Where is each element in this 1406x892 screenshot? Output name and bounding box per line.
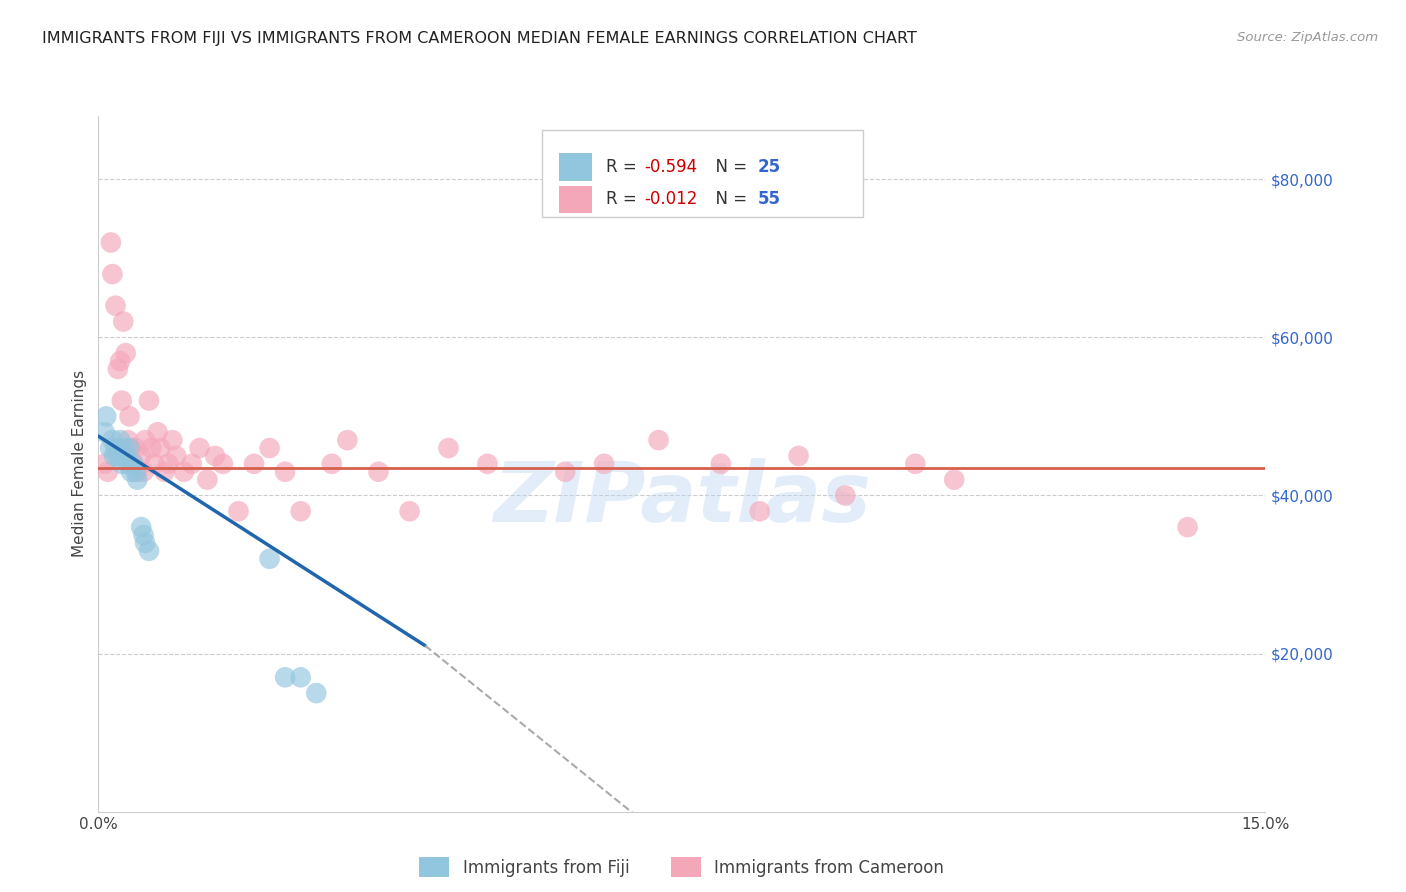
Point (111, 457, 134, 471)
Text: IMMIGRANTS FROM FIJI VS IMMIGRANTS FROM CAMEROON MEDIAN FEMALE EARNINGS CORRELAT: IMMIGRANTS FROM FIJI VS IMMIGRANTS FROM … (42, 31, 917, 46)
Point (710, 457, 733, 471)
Text: -0.594: -0.594 (644, 158, 697, 177)
Point (97, 465, 120, 479)
Point (243, 457, 266, 471)
Text: N =: N = (706, 158, 752, 177)
Point (336, 433, 359, 447)
Point (117, 457, 139, 471)
Point (107, 449, 129, 463)
Point (173, 465, 195, 479)
Point (437, 441, 460, 455)
FancyBboxPatch shape (560, 153, 592, 181)
Text: 25: 25 (758, 158, 780, 177)
Point (188, 441, 211, 455)
Point (195, 473, 218, 487)
Point (1177, 520, 1199, 534)
Point (129, 449, 152, 463)
Legend: Immigrants from Fiji, Immigrants from Cameroon: Immigrants from Fiji, Immigrants from Ca… (413, 851, 950, 883)
Point (162, 433, 184, 447)
Text: Source: ZipAtlas.com: Source: ZipAtlas.com (1237, 31, 1378, 45)
Point (96, 409, 118, 424)
Point (111, 393, 134, 408)
Point (274, 670, 297, 684)
Point (146, 425, 169, 440)
Point (101, 267, 124, 281)
Point (290, 504, 312, 518)
Point (108, 433, 131, 447)
Point (398, 504, 420, 518)
Point (259, 551, 281, 566)
Point (104, 441, 127, 455)
Point (114, 449, 136, 463)
Point (321, 457, 343, 471)
Point (127, 465, 149, 479)
Point (212, 457, 235, 471)
Point (138, 393, 160, 408)
Point (122, 457, 145, 471)
Point (593, 457, 616, 471)
Point (98, 441, 121, 455)
Text: R =: R = (606, 191, 643, 209)
Point (134, 433, 156, 447)
Point (290, 670, 312, 684)
Point (120, 465, 142, 479)
Point (120, 441, 142, 455)
Point (117, 433, 139, 447)
Point (103, 449, 125, 463)
Point (134, 536, 156, 550)
Point (93, 457, 115, 471)
Point (118, 409, 141, 424)
Point (143, 457, 166, 471)
Point (100, 235, 122, 250)
Point (132, 528, 155, 542)
Point (787, 449, 810, 463)
Y-axis label: Median Female Earnings: Median Female Earnings (72, 370, 87, 558)
Point (834, 488, 856, 502)
FancyBboxPatch shape (541, 130, 863, 217)
Point (127, 473, 149, 487)
Point (122, 457, 145, 471)
Point (477, 457, 499, 471)
Point (107, 362, 129, 376)
Point (101, 433, 124, 447)
Text: R =: R = (606, 158, 643, 177)
Point (104, 299, 127, 313)
Point (157, 457, 180, 471)
Point (904, 457, 927, 471)
Point (180, 457, 202, 471)
Point (367, 465, 389, 479)
Point (228, 504, 250, 518)
Point (141, 441, 163, 455)
Point (554, 465, 576, 479)
Text: 55: 55 (758, 191, 780, 209)
Point (647, 433, 669, 447)
Point (118, 441, 141, 455)
Point (138, 544, 160, 558)
Point (108, 354, 131, 368)
Point (132, 465, 155, 479)
Point (165, 449, 187, 463)
Point (112, 441, 135, 455)
Point (305, 686, 328, 700)
Text: -0.012: -0.012 (644, 191, 697, 209)
Text: N =: N = (706, 191, 752, 209)
Point (114, 346, 136, 360)
Point (153, 465, 176, 479)
Point (149, 441, 172, 455)
Point (125, 441, 148, 455)
Point (259, 441, 281, 455)
Point (93, 425, 115, 440)
Point (943, 473, 966, 487)
FancyBboxPatch shape (560, 186, 592, 213)
Point (112, 314, 135, 328)
Text: ZIPatlas: ZIPatlas (494, 458, 870, 539)
Point (748, 504, 770, 518)
Point (125, 465, 148, 479)
Point (274, 465, 297, 479)
Point (204, 449, 226, 463)
Point (129, 520, 152, 534)
